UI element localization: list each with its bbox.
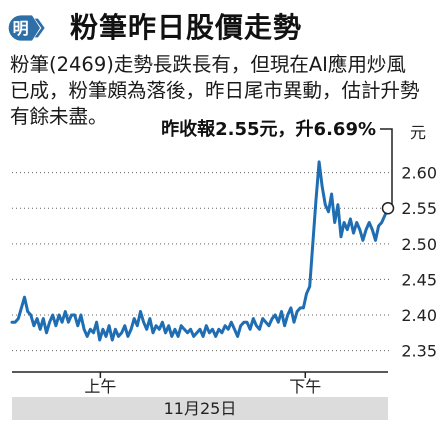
annotation-leader-line <box>380 128 393 205</box>
article-line: 已成，粉筆頗為落後，昨日尾市異動，估計升勢 <box>10 79 420 102</box>
x-label-morning: 上午 <box>84 377 116 396</box>
date-label: 11月25日 <box>164 399 237 418</box>
gridlines <box>12 172 392 352</box>
page-title: 粉筆昨日股價走勢 <box>70 11 303 44</box>
newspaper-logo-icon: 明 <box>8 15 45 41</box>
price-series-line <box>10 160 390 342</box>
article-line: 粉筆(2469)走勢長跌長有，但現在AI應用炒風 <box>10 53 406 76</box>
logo-glyph: 明 <box>13 19 29 38</box>
close-annotation: 昨收報2.55元，升6.69% <box>161 118 376 140</box>
y-axis-ticks: 2.60 2.55 2.50 2.45 2.40 2.35 <box>401 164 437 361</box>
y-axis-unit: 元 <box>410 123 426 142</box>
last-price-marker <box>381 201 395 215</box>
y-tick-label: 2.50 <box>401 235 437 254</box>
article-text: 粉筆(2469)走勢長跌長有，但現在AI應用炒風 已成，粉筆頗為落後，昨日尾市異… <box>10 52 440 130</box>
y-tick-label: 2.35 <box>401 342 437 361</box>
y-tick-label: 2.40 <box>401 306 437 325</box>
date-bar <box>12 397 388 420</box>
y-tick-label: 2.60 <box>401 164 437 183</box>
y-tick-label: 2.45 <box>401 270 437 289</box>
header: 明 粉筆昨日股價走勢 <box>8 6 438 50</box>
x-label-afternoon: 下午 <box>289 377 321 396</box>
y-tick-label: 2.55 <box>401 199 437 218</box>
article-line: 有餘未盡。 <box>10 105 108 128</box>
